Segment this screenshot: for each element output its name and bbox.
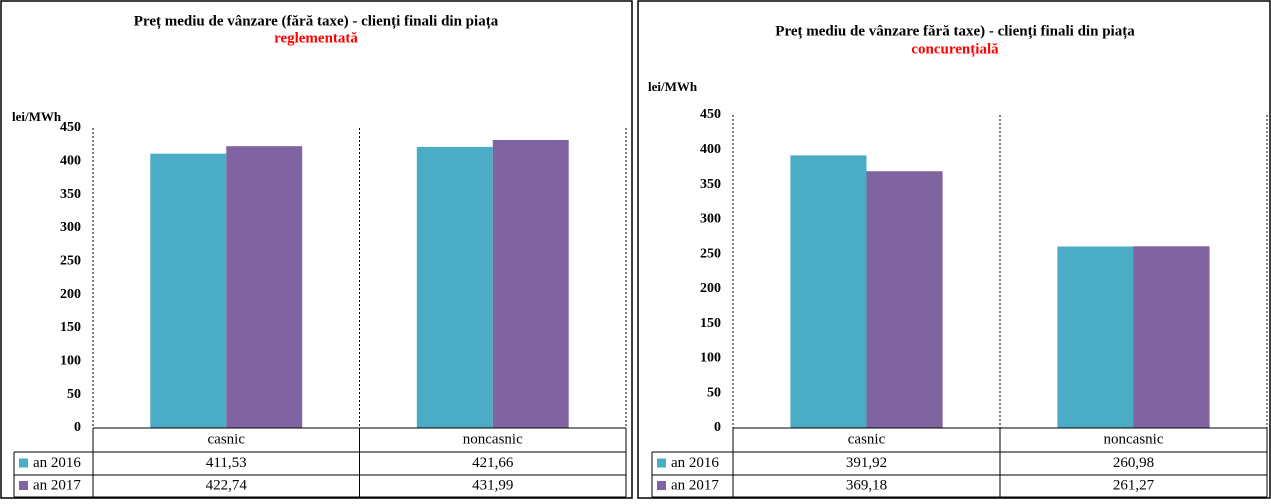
y-tick-label: 200 <box>60 287 81 302</box>
legend-label: an 2017 <box>33 477 81 493</box>
y-tick-label: 250 <box>700 246 721 261</box>
legend-label: an 2016 <box>33 455 81 471</box>
table-value: 431,99 <box>472 477 513 493</box>
x-tick-label: noncasnic <box>1104 431 1164 447</box>
y-tick-label: 400 <box>60 154 81 169</box>
x-tick-label: noncasnic <box>463 431 523 447</box>
legend-swatch <box>19 481 28 490</box>
table-value: 260,98 <box>1113 455 1154 471</box>
bar <box>790 155 867 428</box>
bar <box>416 146 493 429</box>
chart-frame <box>0 0 633 499</box>
table-value: 421,66 <box>472 455 514 471</box>
y-tick-label: 150 <box>60 320 81 335</box>
y-tick-label: 50 <box>67 387 81 402</box>
bar <box>1057 246 1134 428</box>
table-value: 369,18 <box>846 477 887 493</box>
y-tick-label: 200 <box>700 281 721 296</box>
y-tick-label: 300 <box>700 212 721 227</box>
bar <box>492 140 569 429</box>
legend-swatch <box>657 481 666 490</box>
y-axis-label: lei/MWh <box>12 109 62 124</box>
y-tick-label: 0 <box>714 420 721 435</box>
chart-title: Preț mediu de vânzare (fără taxe) - clie… <box>134 13 499 29</box>
bar <box>150 153 227 428</box>
y-tick-label: 350 <box>60 187 81 202</box>
y-tick-label: 450 <box>60 120 81 135</box>
x-tick-label: casnic <box>848 431 886 447</box>
y-tick-label: 350 <box>700 177 721 192</box>
legend-label: an 2017 <box>671 477 719 493</box>
bar <box>866 171 943 429</box>
y-tick-label: 0 <box>74 420 81 435</box>
table-value: 411,53 <box>206 455 247 471</box>
legend-label: an 2016 <box>671 455 719 471</box>
y-tick-label: 450 <box>700 107 721 122</box>
chart-subtitle: concurențială <box>911 41 999 57</box>
y-tick-label: 100 <box>700 351 721 366</box>
bar <box>1133 246 1210 428</box>
legend-swatch <box>19 458 28 468</box>
legend-swatch <box>657 458 666 468</box>
y-tick-label: 50 <box>707 385 721 400</box>
x-tick-label: casnic <box>208 431 246 447</box>
bar <box>226 146 303 428</box>
chart-frame <box>637 0 1271 499</box>
y-tick-label: 100 <box>60 354 81 369</box>
chart-title: Preț mediu de vânzare fără taxe) - clien… <box>775 23 1135 39</box>
table-value: 391,92 <box>846 455 887 471</box>
y-tick-label: 150 <box>700 316 721 331</box>
table-value: 422,74 <box>206 477 248 493</box>
table-value: 261,27 <box>1113 477 1155 493</box>
y-tick-label: 250 <box>60 254 81 269</box>
y-tick-label: 400 <box>700 142 721 157</box>
y-axis-label: lei/MWh <box>648 79 698 94</box>
y-tick-label: 300 <box>60 220 81 235</box>
chart-subtitle: reglementată <box>274 30 358 46</box>
